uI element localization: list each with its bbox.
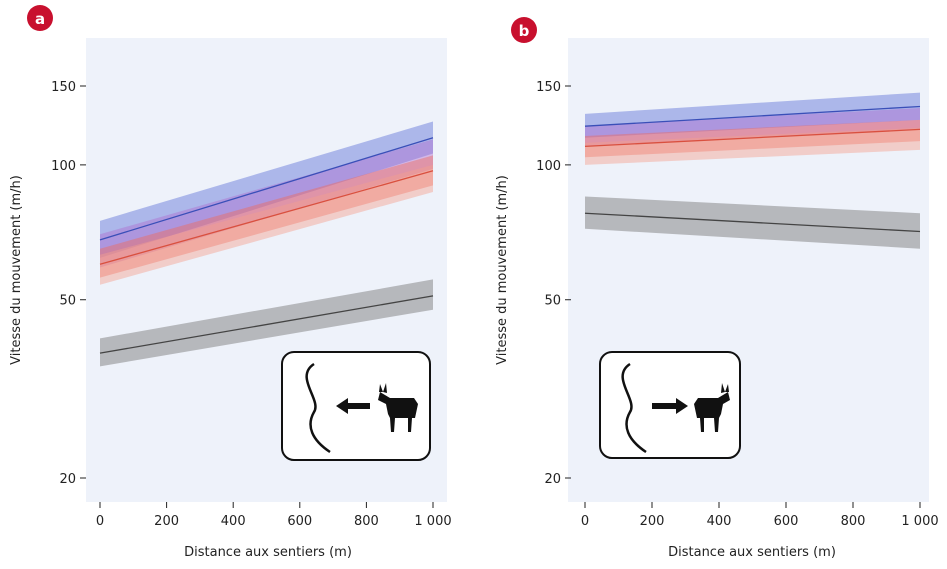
chamois-moving-toward-trail-icon [281,351,431,461]
y-tick-label: 20 [59,472,76,487]
confidence-band-2 [100,155,433,278]
y-tick-label: 150 [536,80,561,95]
confidence-bands-b [585,92,920,249]
confidence-band-1 [100,139,433,268]
panel-label-b: b [519,22,530,40]
confidence-band-3 [100,164,433,285]
x-tick-label: 1 000 [901,514,938,529]
x-axis-ticks-a: 0 200 400 600 800 1 000 [96,502,452,529]
series-line-0 [584,105,921,127]
confidence-band-0 [585,92,920,138]
series-lines-a [99,137,434,354]
x-tick-label: 200 [154,514,179,529]
panel-badge-b [511,17,537,43]
y-axis-label-b: Vitesse du mouvement (m/h) [495,175,510,365]
series-line-0 [99,137,434,241]
y-tick-label: 100 [536,159,561,174]
x-tick-label: 600 [774,514,799,529]
y-tick-label: 100 [51,159,76,174]
x-tick-label: 1 000 [414,514,451,529]
confidence-bands-a [100,121,433,367]
x-axis-label-a: Distance aux sentiers (m) [184,545,352,560]
y-axis-ticks-b: 20 50 100 150 [536,80,571,487]
y-tick-label: 150 [51,80,76,95]
x-tick-label: 400 [221,514,246,529]
series-line-2 [584,128,921,147]
x-tick-label: 800 [841,514,866,529]
y-tick-label: 50 [544,294,561,309]
x-axis-label-b: Distance aux sentiers (m) [668,545,836,560]
y-axis-ticks-a: 20 50 100 150 [51,80,86,487]
series-lines-b [584,105,921,233]
y-axis-label-a: Vitesse du mouvement (m/h) [9,175,24,365]
x-tick-label: 600 [287,514,312,529]
chamois-moving-away-from-trail-icon [599,351,741,459]
y-tick-label: 50 [59,294,76,309]
panel-b: 20 50 100 150 0 200 400 600 800 1 000 Vitesse du… [495,17,939,560]
x-tick-label: 0 [581,514,589,529]
confidence-band-3 [585,127,920,165]
x-tick-label: 0 [96,514,104,529]
y-tick-label: 20 [544,472,561,487]
confidence-band-2 [585,119,920,158]
panel-badge-a [27,5,53,31]
confidence-band-1 [585,107,920,147]
panel-label-a: a [35,10,45,28]
confidence-band-4 [100,279,433,367]
confidence-band-0 [100,121,433,258]
x-tick-label: 400 [707,514,732,529]
x-axis-ticks-b: 0 200 400 600 800 1 000 [581,502,939,529]
x-tick-label: 200 [640,514,665,529]
series-line-2 [99,170,434,265]
x-tick-label: 800 [354,514,379,529]
series-line-4 [584,212,921,233]
panel-a: 20 50 100 150 0 200 400 600 800 1 000 Vitesse du… [9,5,452,560]
series-line-4 [99,295,434,354]
